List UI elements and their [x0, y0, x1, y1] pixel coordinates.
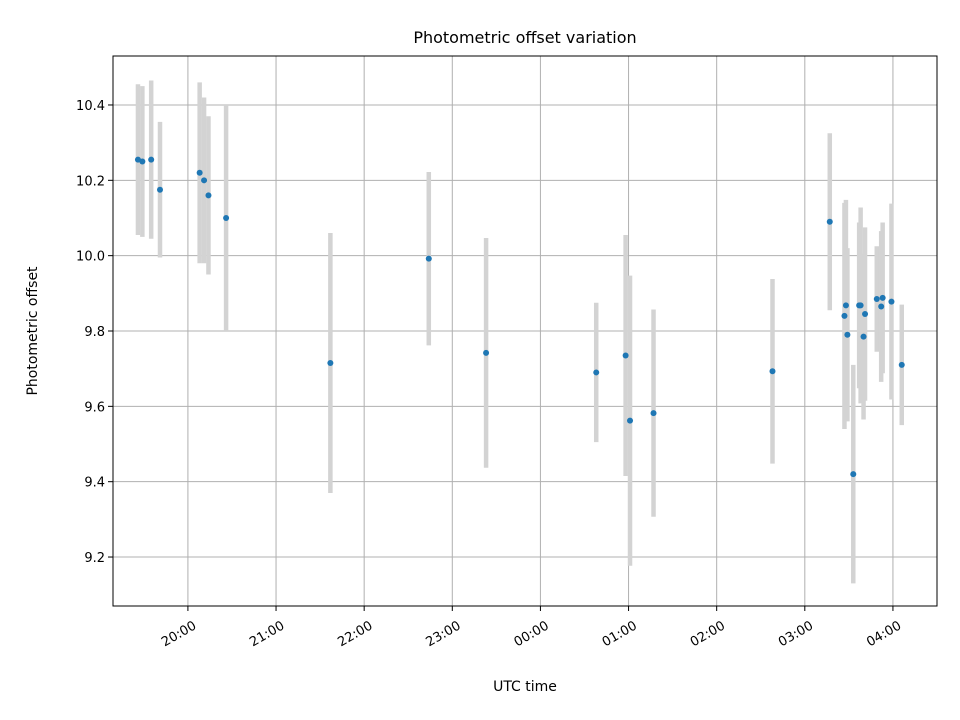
y-axis-ticks: 9.2 9.4 9.6 9.8 10.0 10.2 10.4 — [76, 99, 113, 566]
y-tick-label: 9.4 — [84, 476, 105, 491]
data-point — [878, 303, 885, 310]
y-tick-label: 10.0 — [76, 250, 105, 265]
y-tick-label: 9.6 — [84, 400, 105, 415]
data-point — [201, 177, 208, 184]
x-tick-label: 01:00 — [600, 618, 640, 650]
x-tick-label: 23:00 — [424, 618, 464, 650]
x-tick-label: 03:00 — [776, 618, 816, 650]
data-point — [879, 294, 886, 301]
data-point — [844, 331, 851, 338]
x-axis-ticks: 20:00 21:00 22:00 23:00 00:00 01:00 02:00 03:00… — [159, 606, 904, 650]
data-point — [327, 360, 334, 367]
data-point — [826, 218, 833, 225]
x-tick-label: 22:00 — [335, 618, 375, 650]
data-points — [134, 156, 905, 478]
x-tick-label: 00:00 — [512, 618, 552, 650]
chart-title: Photometric offset variation — [413, 28, 636, 47]
data-point — [857, 302, 864, 309]
data-point — [223, 214, 230, 221]
data-point — [205, 192, 212, 199]
x-axis-label: UTC time — [493, 679, 557, 695]
x-tick-label: 04:00 — [864, 618, 904, 650]
data-point — [769, 368, 776, 375]
x-tick-label: 20:00 — [159, 618, 199, 650]
data-point — [483, 349, 490, 356]
data-point — [593, 369, 600, 376]
y-tick-label: 10.4 — [76, 99, 105, 114]
data-point — [650, 410, 657, 417]
data-point — [627, 417, 634, 424]
y-tick-label: 9.2 — [84, 551, 105, 566]
error-bars — [135, 80, 904, 584]
y-tick-label: 9.8 — [84, 325, 105, 340]
data-point — [841, 312, 848, 319]
data-point — [425, 255, 432, 262]
data-point — [157, 186, 164, 193]
grid-layer — [113, 56, 937, 606]
data-point — [873, 295, 880, 302]
y-tick-label: 10.2 — [76, 174, 105, 189]
x-tick-label: 02:00 — [688, 618, 728, 650]
data-point — [860, 333, 867, 340]
data-point — [898, 361, 905, 368]
data-point — [862, 311, 869, 318]
data-point — [850, 471, 857, 478]
y-axis-label: Photometric offset — [25, 266, 41, 396]
data-point — [622, 352, 629, 359]
data-point — [842, 302, 849, 309]
data-point — [139, 158, 146, 165]
data-point — [888, 298, 895, 305]
data-point — [148, 156, 155, 163]
data-point — [196, 169, 203, 176]
x-tick-label: 21:00 — [247, 618, 287, 650]
